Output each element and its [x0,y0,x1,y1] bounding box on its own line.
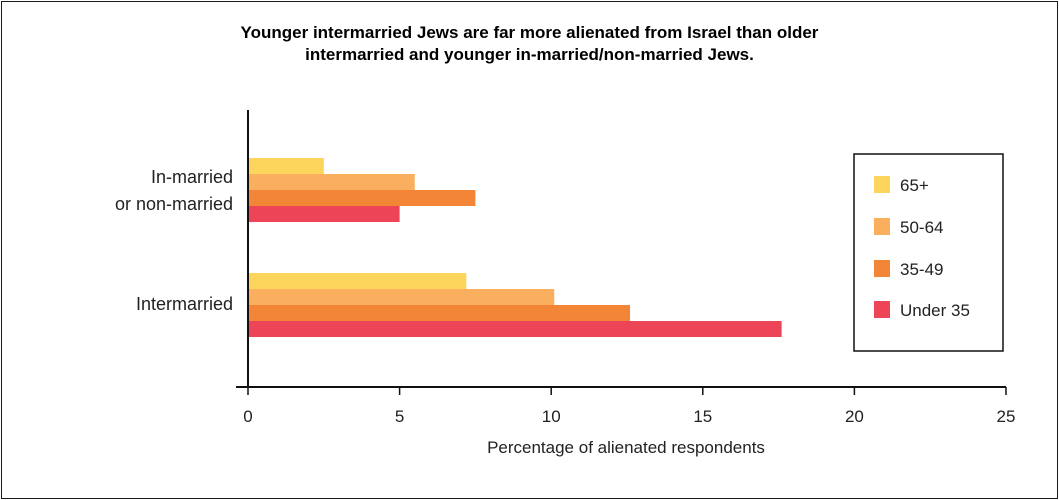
x-tick-label: 0 [243,407,252,426]
bar-50-64-in-married [248,174,415,190]
legend-swatch [874,260,890,277]
bar-35-49-in-married [248,190,476,206]
x-tick-label: 10 [542,407,561,426]
legend-swatch [874,218,890,235]
category-label: or non-married [115,194,233,214]
legend-label: 35-49 [900,260,943,279]
legend-label: 50-64 [900,218,943,237]
bar-65--intermarried [248,273,467,289]
bar-under-35-intermarried [248,321,782,337]
category-labels: In-married or non-married Intermarried [115,167,233,314]
x-tick-label: 15 [693,407,712,426]
bar-35-49-intermarried [248,305,631,321]
category-label: In-married [151,167,233,187]
legend-label: Under 35 [900,301,970,320]
x-tick-label: 20 [845,407,864,426]
legend: 65+ 50-64 35-49 Under 35 [853,153,1004,352]
legend-label: 65+ [900,176,929,195]
x-tick-label: 5 [395,407,404,426]
bar-65--in-married [248,158,324,174]
bar-under-35-in-married [248,206,400,222]
bar-50-64-intermarried [248,289,555,305]
chart-title-line-1: Younger intermarried Jews are far more a… [240,23,819,42]
bars-group [248,158,782,337]
x-axis-title: Percentage of alienated respondents [487,438,765,457]
legend-swatch [874,301,890,318]
x-tick-label: 25 [997,407,1016,426]
chart-title-line-2: intermarried and younger in-married/non-… [305,45,754,64]
x-tick-labels: 0 5 10 15 20 25 [243,407,1015,426]
legend-swatch [874,176,890,193]
chart-title: Younger intermarried Jews are far more a… [0,22,1059,66]
axes-group [236,110,1007,395]
category-label: Intermarried [136,294,233,314]
